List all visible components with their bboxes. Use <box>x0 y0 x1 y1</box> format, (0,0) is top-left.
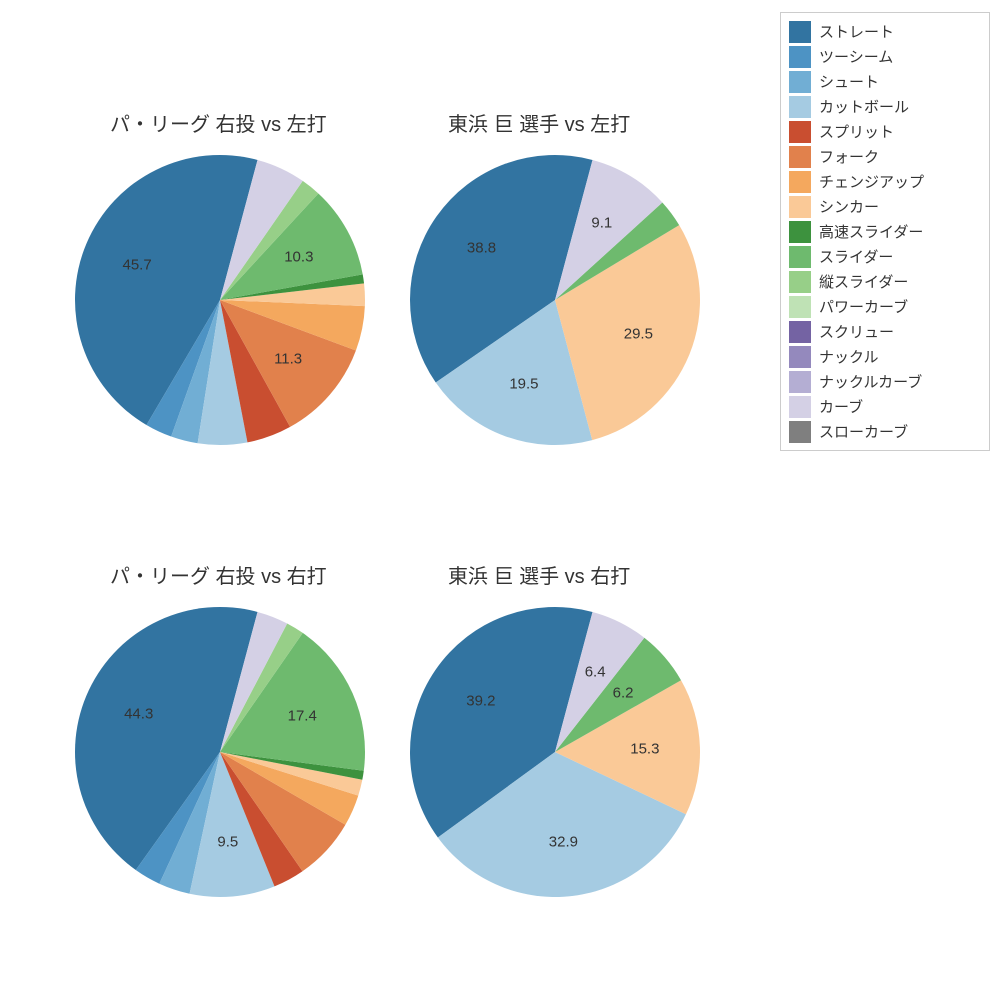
legend-swatch <box>789 221 811 243</box>
legend: ストレートツーシームシュートカットボールスプリットフォークチェンジアップシンカー… <box>780 12 990 451</box>
legend-swatch <box>789 271 811 293</box>
legend-label: 縦スライダー <box>819 271 908 292</box>
legend-label: 高速スライダー <box>819 221 923 242</box>
pie-chart <box>408 605 702 899</box>
pie-chart <box>73 153 367 447</box>
legend-item: 高速スライダー <box>789 219 981 244</box>
legend-swatch <box>789 421 811 443</box>
legend-label: チェンジアップ <box>819 171 924 192</box>
legend-swatch <box>789 71 811 93</box>
legend-swatch <box>789 246 811 268</box>
legend-item: パワーカーブ <box>789 294 981 319</box>
pie-chart <box>408 153 702 447</box>
legend-item: スクリュー <box>789 319 981 344</box>
legend-swatch <box>789 321 811 343</box>
legend-label: シンカー <box>819 196 879 217</box>
legend-label: スライダー <box>819 246 893 267</box>
legend-item: スローカーブ <box>789 419 981 444</box>
chart-title: パ・リーグ 右投 vs 左打 <box>110 108 327 137</box>
legend-label: ツーシーム <box>819 46 893 67</box>
legend-label: シュート <box>819 71 879 92</box>
legend-label: ナックルカーブ <box>819 371 922 392</box>
legend-label: カーブ <box>819 396 863 417</box>
legend-swatch <box>789 371 811 393</box>
pie-chart <box>73 605 367 899</box>
legend-item: チェンジアップ <box>789 169 981 194</box>
chart-title: 東浜 巨 選手 vs 左打 <box>448 108 630 137</box>
legend-item: カーブ <box>789 394 981 419</box>
legend-item: シンカー <box>789 194 981 219</box>
legend-swatch <box>789 396 811 418</box>
legend-swatch <box>789 146 811 168</box>
chart-title: 東浜 巨 選手 vs 右打 <box>448 560 630 589</box>
legend-label: パワーカーブ <box>819 296 908 317</box>
legend-label: ナックル <box>819 346 879 367</box>
legend-label: フォーク <box>819 146 879 167</box>
legend-item: ストレート <box>789 19 981 44</box>
legend-swatch <box>789 196 811 218</box>
legend-swatch <box>789 346 811 368</box>
legend-swatch <box>789 21 811 43</box>
chart-title: パ・リーグ 右投 vs 右打 <box>110 560 327 589</box>
legend-item: カットボール <box>789 94 981 119</box>
legend-label: カットボール <box>819 96 909 117</box>
legend-item: ツーシーム <box>789 44 981 69</box>
legend-swatch <box>789 296 811 318</box>
legend-swatch <box>789 96 811 118</box>
legend-item: ナックル <box>789 344 981 369</box>
legend-label: スクリュー <box>819 321 894 342</box>
legend-item: スライダー <box>789 244 981 269</box>
legend-swatch <box>789 121 811 143</box>
legend-item: 縦スライダー <box>789 269 981 294</box>
legend-swatch <box>789 46 811 68</box>
legend-label: スローカーブ <box>819 421 908 442</box>
legend-label: スプリット <box>819 121 894 142</box>
legend-item: ナックルカーブ <box>789 369 981 394</box>
legend-item: スプリット <box>789 119 981 144</box>
legend-swatch <box>789 171 811 193</box>
legend-label: ストレート <box>819 21 894 42</box>
legend-item: フォーク <box>789 144 981 169</box>
legend-item: シュート <box>789 69 981 94</box>
chart-stage: ストレートツーシームシュートカットボールスプリットフォークチェンジアップシンカー… <box>0 0 1000 1000</box>
